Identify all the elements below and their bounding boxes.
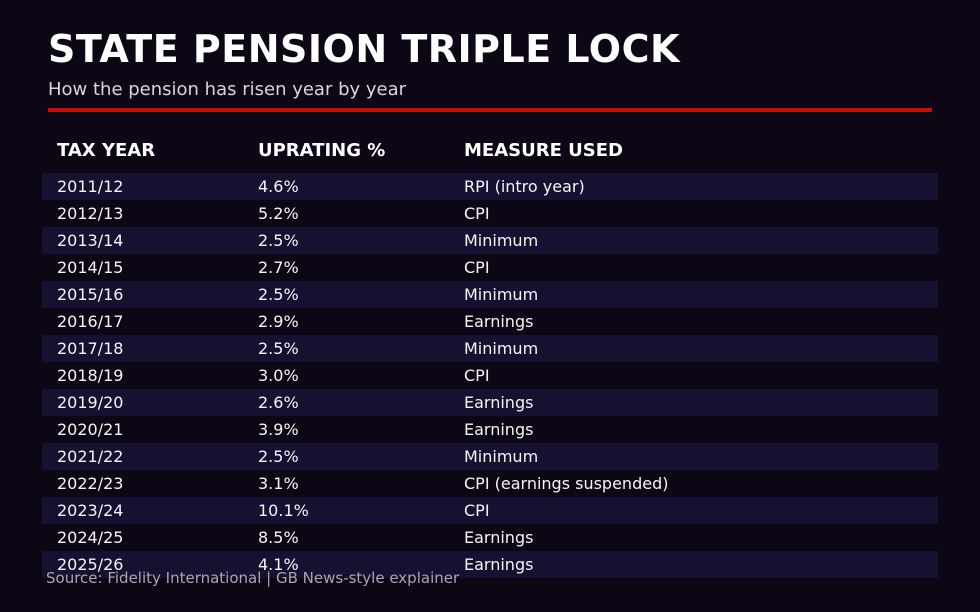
table-row: 2020/21 3.9% Earnings	[42, 416, 938, 443]
cell-uprating: 2.9%	[258, 312, 299, 331]
cell-tax-year: 2022/23	[57, 474, 124, 493]
page-subtitle: How the pension has risen year by year	[48, 79, 407, 100]
column-header-measure: MEASURE USED	[464, 140, 623, 161]
cell-uprating: 10.1%	[258, 501, 309, 520]
table-row: 2014/15 2.7% CPI	[42, 254, 938, 281]
cell-measure: CPI	[464, 258, 490, 277]
cell-measure: Minimum	[464, 285, 539, 304]
column-header-uprating: UPRATING %	[258, 140, 386, 161]
cell-measure: CPI	[464, 204, 490, 223]
table-row: 2023/24 10.1% CPI	[42, 497, 938, 524]
cell-measure: Minimum	[464, 339, 539, 358]
cell-uprating: 2.5%	[258, 447, 299, 466]
cell-tax-year: 2024/25	[57, 528, 124, 547]
table-row: 2012/13 5.2% CPI	[42, 200, 938, 227]
cell-measure: Minimum	[464, 231, 539, 250]
cell-measure: Minimum	[464, 447, 539, 466]
table-row: 2024/25 8.5% Earnings	[42, 524, 938, 551]
cell-tax-year: 2020/21	[57, 420, 124, 439]
cell-tax-year: 2013/14	[57, 231, 124, 250]
table-body: 2011/12 4.6% RPI (intro year) 2012/13 5.2% CP…	[42, 173, 938, 578]
column-header-tax-year: TAX YEAR	[57, 140, 156, 161]
cell-uprating: 2.5%	[258, 285, 299, 304]
cell-tax-year: 2012/13	[57, 204, 124, 223]
cell-measure: Earnings	[464, 528, 534, 547]
cell-uprating: 3.1%	[258, 474, 299, 493]
table-row: 2013/14 2.5% Minimum	[42, 227, 938, 254]
cell-uprating: 8.5%	[258, 528, 299, 547]
cell-uprating: 2.6%	[258, 393, 299, 412]
table-row: 2016/17 2.9% Earnings	[42, 308, 938, 335]
cell-tax-year: 2016/17	[57, 312, 124, 331]
cell-measure: RPI (intro year)	[464, 177, 585, 196]
cell-measure: CPI	[464, 366, 490, 385]
cell-measure: Earnings	[464, 312, 534, 331]
cell-tax-year: 2015/16	[57, 285, 124, 304]
cell-uprating: 4.6%	[258, 177, 299, 196]
cell-uprating: 3.9%	[258, 420, 299, 439]
cell-tax-year: 2025/26	[57, 555, 124, 574]
cell-uprating: 5.2%	[258, 204, 299, 223]
cell-measure: Earnings	[464, 555, 534, 574]
cell-uprating: 2.5%	[258, 339, 299, 358]
cell-tax-year: 2019/20	[57, 393, 124, 412]
table-row: 2019/20 2.6% Earnings	[42, 389, 938, 416]
page-title: STATE PENSION TRIPLE LOCK	[48, 27, 680, 71]
table-header-row: TAX YEAR UPRATING % MEASURE USED	[42, 140, 938, 161]
cell-uprating: 4.1%	[258, 555, 299, 574]
cell-tax-year: 2017/18	[57, 339, 124, 358]
cell-measure: CPI (earnings suspended)	[464, 474, 669, 493]
cell-tax-year: 2021/22	[57, 447, 124, 466]
table-row: 2018/19 3.0% CPI	[42, 362, 938, 389]
cell-measure: CPI	[464, 501, 490, 520]
accent-divider	[48, 108, 932, 112]
cell-uprating: 3.0%	[258, 366, 299, 385]
cell-tax-year: 2011/12	[57, 177, 124, 196]
table-row: 2011/12 4.6% RPI (intro year)	[42, 173, 938, 200]
source-caption: Source: Fidelity International | GB News…	[46, 569, 460, 587]
cell-measure: Earnings	[464, 420, 534, 439]
table-row: 2022/23 3.1% CPI (earnings suspended)	[42, 470, 938, 497]
cell-uprating: 2.7%	[258, 258, 299, 277]
cell-tax-year: 2018/19	[57, 366, 124, 385]
cell-measure: Earnings	[464, 393, 534, 412]
cell-uprating: 2.5%	[258, 231, 299, 250]
table-row: 2017/18 2.5% Minimum	[42, 335, 938, 362]
cell-tax-year: 2014/15	[57, 258, 124, 277]
table-row: 2015/16 2.5% Minimum	[42, 281, 938, 308]
cell-tax-year: 2023/24	[57, 501, 124, 520]
table-row: 2025/26 4.1% Earnings	[42, 551, 938, 578]
table-row: 2021/22 2.5% Minimum	[42, 443, 938, 470]
